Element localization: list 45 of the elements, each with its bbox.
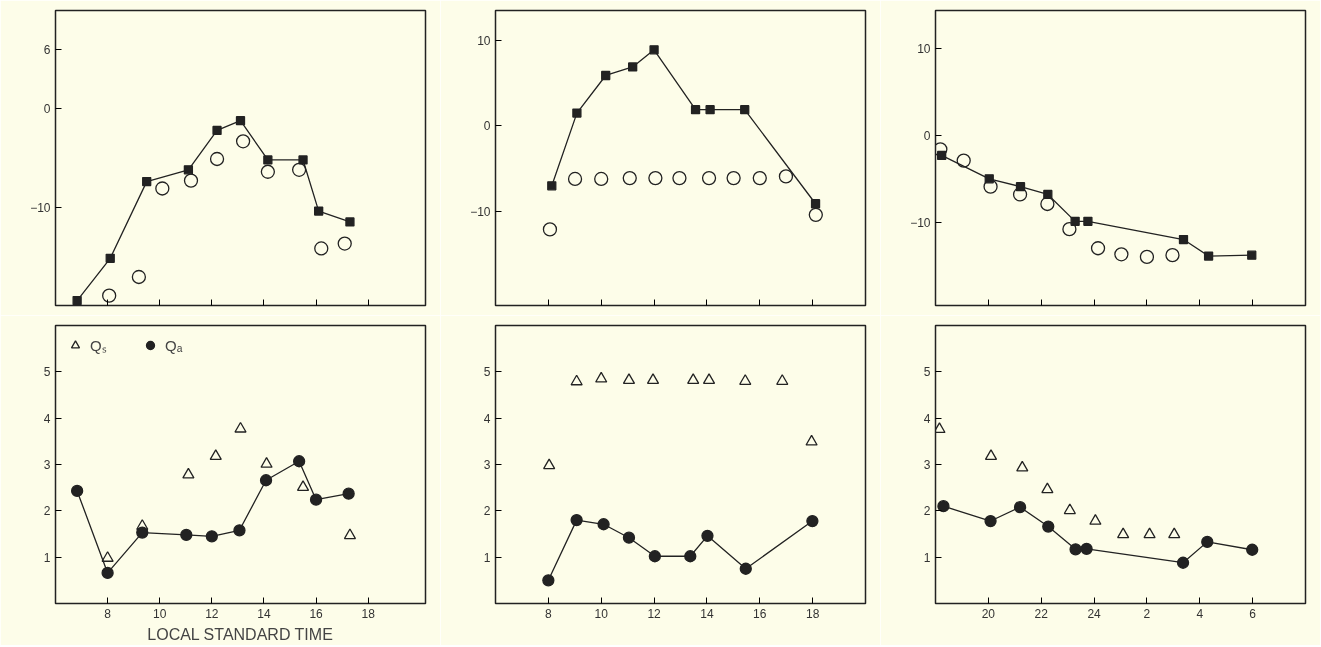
legend-label: Qₐ	[165, 336, 184, 354]
y-tick-label: 3	[923, 458, 931, 472]
x-tick-label: 16	[309, 606, 324, 621]
y-tick-label: 4	[483, 411, 491, 426]
x-tick-label: 8	[104, 606, 112, 621]
y-tick-label: 1	[923, 550, 931, 565]
x-tick-label: 12	[205, 606, 219, 621]
x-tick-label: 20	[981, 606, 996, 621]
x-tick-label: 12	[647, 606, 662, 621]
x-tick-label: 8	[545, 606, 553, 621]
x-tick-label: 2	[1143, 606, 1151, 621]
y-tick-label: 2	[43, 504, 51, 519]
y-tick-label: 3	[483, 458, 491, 472]
y-tick-label: −10	[470, 204, 491, 219]
y-tick-label: 0	[923, 128, 931, 143]
y-tick-label: 6	[43, 43, 51, 58]
x-tick-label: 10	[153, 606, 167, 621]
y-tick-label: −10	[910, 215, 931, 230]
x-tick-label: 18	[361, 606, 376, 621]
y-tick-label: 2	[923, 504, 931, 519]
x-tick-label: 10	[594, 606, 609, 621]
x-tick-label: 22	[1034, 606, 1049, 621]
y-tick-label: 5	[483, 365, 491, 380]
y-tick-label: 10	[917, 42, 931, 57]
y-tick-label: 3	[43, 458, 51, 472]
legend-label: Qₛ	[90, 336, 108, 355]
y-tick-label: 2	[483, 504, 491, 519]
y-tick-label: 4	[43, 411, 51, 426]
x-tick-label: 6	[1249, 606, 1257, 621]
x-tick-label: 4	[1196, 606, 1204, 621]
y-tick-label: 10	[477, 33, 491, 48]
y-tick-label: 1	[483, 550, 491, 565]
x-tick-label: 14	[700, 606, 714, 621]
x-tick-label: 14	[257, 606, 271, 621]
y-tick-label: 0	[43, 102, 51, 117]
y-tick-label: 0	[483, 119, 491, 134]
x-tick-label: 18	[805, 606, 820, 621]
x-tick-label: 24	[1087, 606, 1102, 621]
y-tick-label: −10	[30, 200, 51, 215]
y-tick-label: 5	[43, 365, 51, 380]
x-axis-title: LOCAL STANDARD TIME	[147, 625, 333, 643]
y-tick-label: 5	[923, 365, 931, 380]
y-tick-label: 1	[43, 550, 51, 565]
y-tick-label: 4	[923, 411, 931, 426]
x-tick-label: 16	[753, 606, 767, 621]
